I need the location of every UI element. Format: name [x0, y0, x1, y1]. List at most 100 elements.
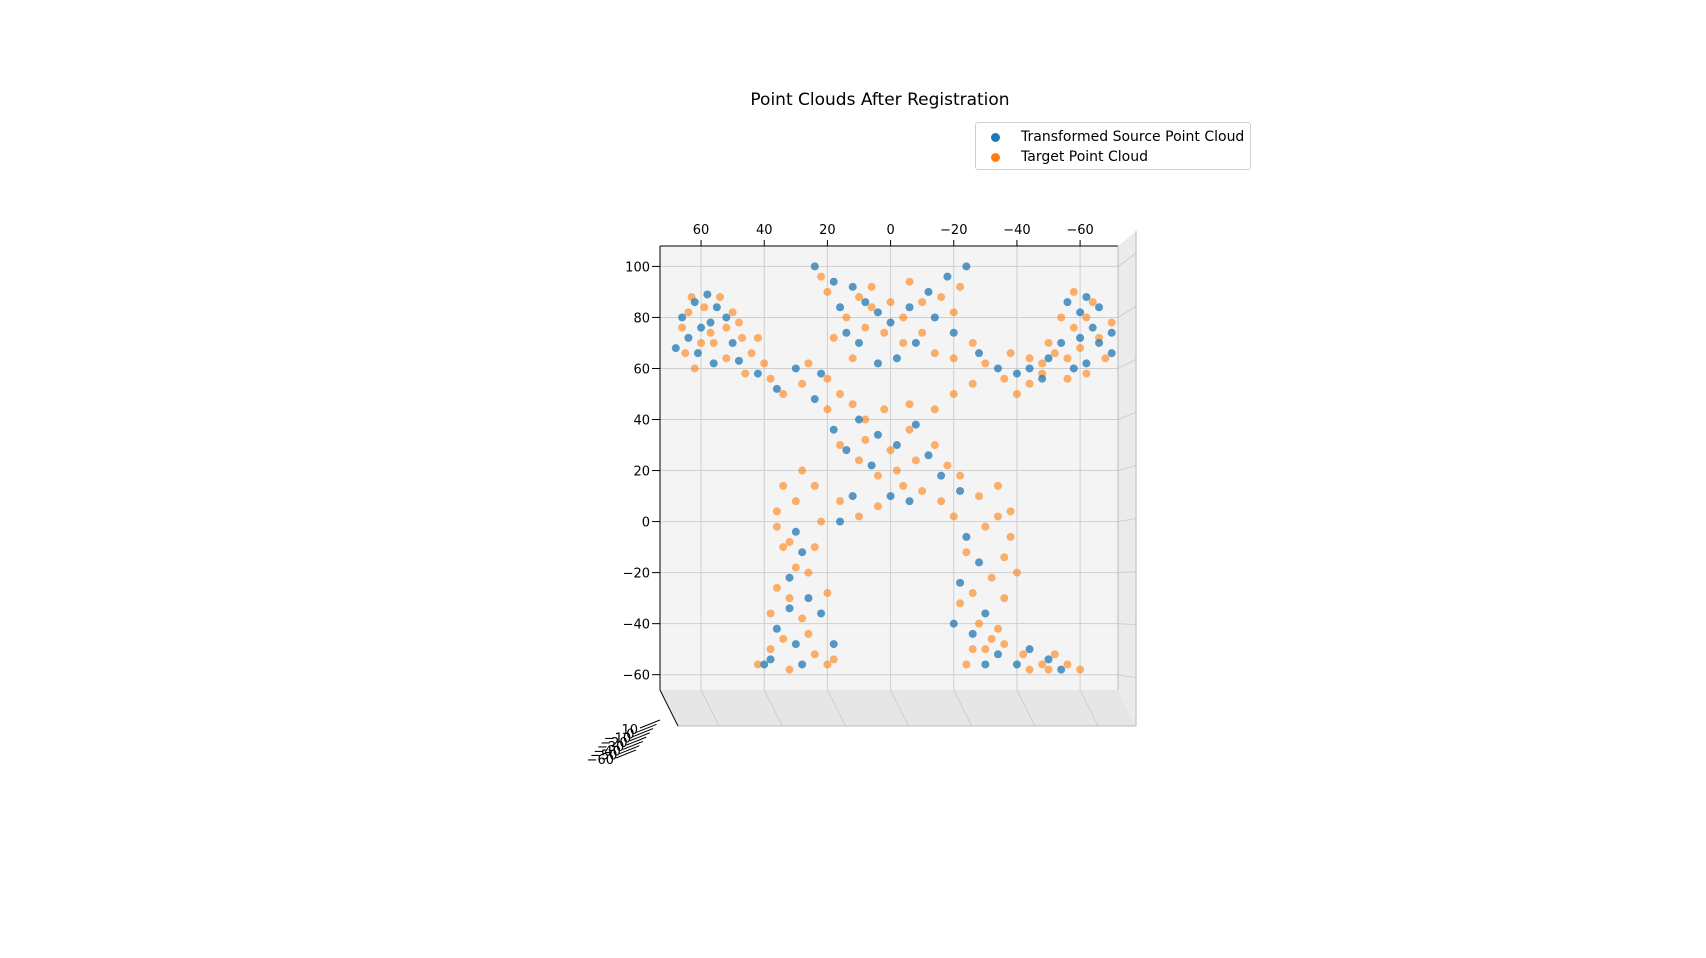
source-point	[848, 282, 857, 291]
target-point	[949, 512, 958, 521]
y-tick-label: −60	[623, 669, 650, 684]
source-point	[798, 660, 807, 669]
side-grid-line	[1117, 305, 1137, 318]
side-grid-line	[1117, 571, 1137, 574]
z-tick-mark	[629, 732, 650, 742]
source-point	[728, 338, 737, 347]
target-point	[1006, 532, 1015, 541]
z-tick-mark	[639, 719, 661, 729]
target-point	[854, 512, 863, 521]
target-point	[1000, 374, 1009, 383]
target-point	[1107, 318, 1116, 327]
target-point	[810, 543, 819, 552]
source-point	[810, 395, 819, 404]
target-point	[1012, 390, 1021, 398]
y-tick-label: −20	[623, 567, 650, 582]
target-point	[905, 277, 914, 286]
target-point	[829, 333, 838, 342]
source-point	[949, 619, 958, 628]
target-point	[1076, 665, 1085, 674]
target-point	[930, 405, 939, 414]
source-point	[785, 604, 794, 613]
target-point	[706, 328, 715, 337]
target-point	[1044, 665, 1053, 674]
target-point	[722, 354, 731, 363]
source-point	[697, 323, 706, 332]
floor-grid-line	[1079, 689, 1099, 727]
target-point	[911, 456, 920, 465]
target-point	[728, 308, 737, 317]
source-point	[817, 369, 826, 378]
target-point	[937, 293, 946, 302]
target-point	[760, 359, 769, 368]
target-point	[791, 563, 800, 572]
legend: Transformed Source Point Cloud Target Po…	[975, 122, 1251, 170]
target-point	[798, 466, 807, 475]
legend-marker-source	[991, 133, 1000, 142]
target-point	[949, 308, 958, 317]
source-point	[1082, 293, 1091, 302]
source-point	[905, 303, 914, 312]
target-point	[785, 665, 794, 674]
source-point	[924, 287, 933, 296]
target-point	[899, 338, 908, 347]
target-point	[722, 323, 731, 332]
source-point	[873, 308, 882, 317]
z-tick-label: 0	[626, 727, 634, 742]
target-point	[861, 323, 870, 332]
source-point	[1076, 308, 1085, 317]
target-point	[981, 359, 990, 368]
target-point	[968, 338, 977, 347]
x-tick-label: −20	[940, 223, 967, 238]
source-point	[836, 303, 845, 312]
target-point	[836, 497, 845, 506]
target-point	[905, 400, 914, 409]
target-point	[804, 359, 813, 368]
z-axis-ticks: 100−10−20−30−40−50−60	[587, 719, 661, 768]
target-point	[772, 583, 781, 592]
source-point	[829, 425, 838, 434]
target-point	[1000, 594, 1009, 603]
target-point	[785, 594, 794, 603]
source-point	[817, 609, 826, 618]
target-point	[886, 446, 895, 455]
x-tick-label: 60	[693, 223, 710, 238]
chart-title: Point Clouds After Registration	[750, 90, 1010, 110]
target-point	[836, 441, 845, 450]
side-grid-line	[1117, 623, 1137, 626]
z-tick-mark	[626, 736, 647, 746]
source-point	[886, 318, 895, 327]
target-point	[861, 415, 870, 424]
target-point	[1082, 313, 1091, 322]
legend-entry-source: Transformed Source Point Cloud	[976, 128, 1250, 148]
target-point	[772, 522, 781, 531]
source-point	[911, 420, 920, 429]
target-point	[1063, 374, 1072, 383]
target-point	[804, 568, 813, 577]
target-point	[766, 645, 775, 654]
target-point	[1057, 313, 1066, 322]
source-point	[772, 384, 781, 393]
target-point	[779, 634, 788, 643]
source-point	[1057, 338, 1066, 347]
y-tick-label: 20	[633, 465, 650, 480]
target-point	[697, 338, 706, 347]
floor-grid-line	[890, 689, 910, 727]
y-tick-label: 0	[642, 516, 650, 531]
z-axis-line	[659, 689, 679, 727]
z-tick-label: −30	[597, 740, 624, 755]
target-point	[1019, 650, 1028, 659]
target-point	[1038, 660, 1047, 669]
target-point	[766, 374, 775, 383]
target-point	[1025, 665, 1034, 674]
source-point	[1057, 665, 1066, 674]
source-point	[785, 573, 794, 582]
source-point	[1082, 359, 1091, 368]
target-point	[678, 323, 687, 332]
z-tick-mark	[615, 749, 637, 759]
source-point	[937, 471, 946, 480]
target-point	[798, 614, 807, 623]
target-point	[873, 471, 882, 480]
source-point	[1044, 655, 1053, 664]
target-point	[956, 599, 965, 608]
